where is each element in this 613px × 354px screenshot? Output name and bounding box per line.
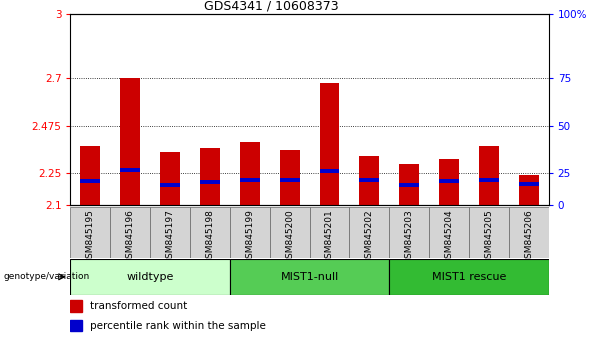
Bar [389, 259, 549, 295]
Bar [120, 78, 140, 205]
Bar [70, 300, 83, 312]
Bar [80, 146, 101, 205]
Bar [270, 207, 310, 258]
Text: GSM845198: GSM845198 [205, 209, 215, 264]
Text: GSM845202: GSM845202 [365, 209, 374, 264]
Text: GSM845199: GSM845199 [245, 209, 254, 264]
Text: genotype/variation: genotype/variation [3, 272, 89, 281]
Bar [280, 178, 300, 182]
Text: GSM845195: GSM845195 [86, 209, 95, 264]
Bar [110, 207, 150, 258]
Bar [150, 207, 190, 258]
Bar [319, 170, 340, 173]
Text: GSM845197: GSM845197 [166, 209, 175, 264]
Bar [439, 159, 459, 205]
Text: MIST1 rescue: MIST1 rescue [432, 272, 506, 282]
Title: GDS4341 / 10608373: GDS4341 / 10608373 [204, 0, 338, 13]
Bar [519, 182, 539, 186]
Bar [479, 146, 499, 205]
Text: GSM845201: GSM845201 [325, 209, 334, 264]
Bar [439, 179, 459, 183]
Text: GSM845205: GSM845205 [484, 209, 493, 264]
Bar [70, 207, 110, 258]
Bar [160, 152, 180, 205]
Bar [509, 207, 549, 258]
Bar [230, 259, 389, 295]
Text: percentile rank within the sample: percentile rank within the sample [89, 320, 265, 331]
Bar [319, 83, 340, 205]
Text: transformed count: transformed count [89, 301, 187, 311]
Bar [399, 183, 419, 187]
Bar [359, 178, 379, 182]
Bar [280, 150, 300, 205]
Bar [190, 207, 230, 258]
Bar [479, 178, 499, 182]
Bar [200, 180, 220, 184]
Text: MIST1-null: MIST1-null [280, 272, 339, 282]
Bar [349, 207, 389, 258]
Bar [429, 207, 469, 258]
Text: GSM845204: GSM845204 [444, 209, 454, 264]
Bar [240, 178, 260, 182]
Text: GSM845206: GSM845206 [524, 209, 533, 264]
Text: wildtype: wildtype [126, 272, 174, 282]
Bar [80, 179, 101, 183]
Bar [359, 156, 379, 205]
Bar [200, 148, 220, 205]
Bar [389, 207, 429, 258]
Bar [310, 207, 349, 258]
Text: GSM845200: GSM845200 [285, 209, 294, 264]
Bar [230, 207, 270, 258]
Bar [70, 320, 83, 331]
Bar [160, 183, 180, 187]
Bar [120, 169, 140, 172]
Text: GSM845196: GSM845196 [126, 209, 135, 264]
Bar [519, 175, 539, 205]
Text: GSM845203: GSM845203 [405, 209, 414, 264]
Bar [70, 259, 230, 295]
Bar [240, 142, 260, 205]
Bar [469, 207, 509, 258]
Bar [399, 164, 419, 205]
